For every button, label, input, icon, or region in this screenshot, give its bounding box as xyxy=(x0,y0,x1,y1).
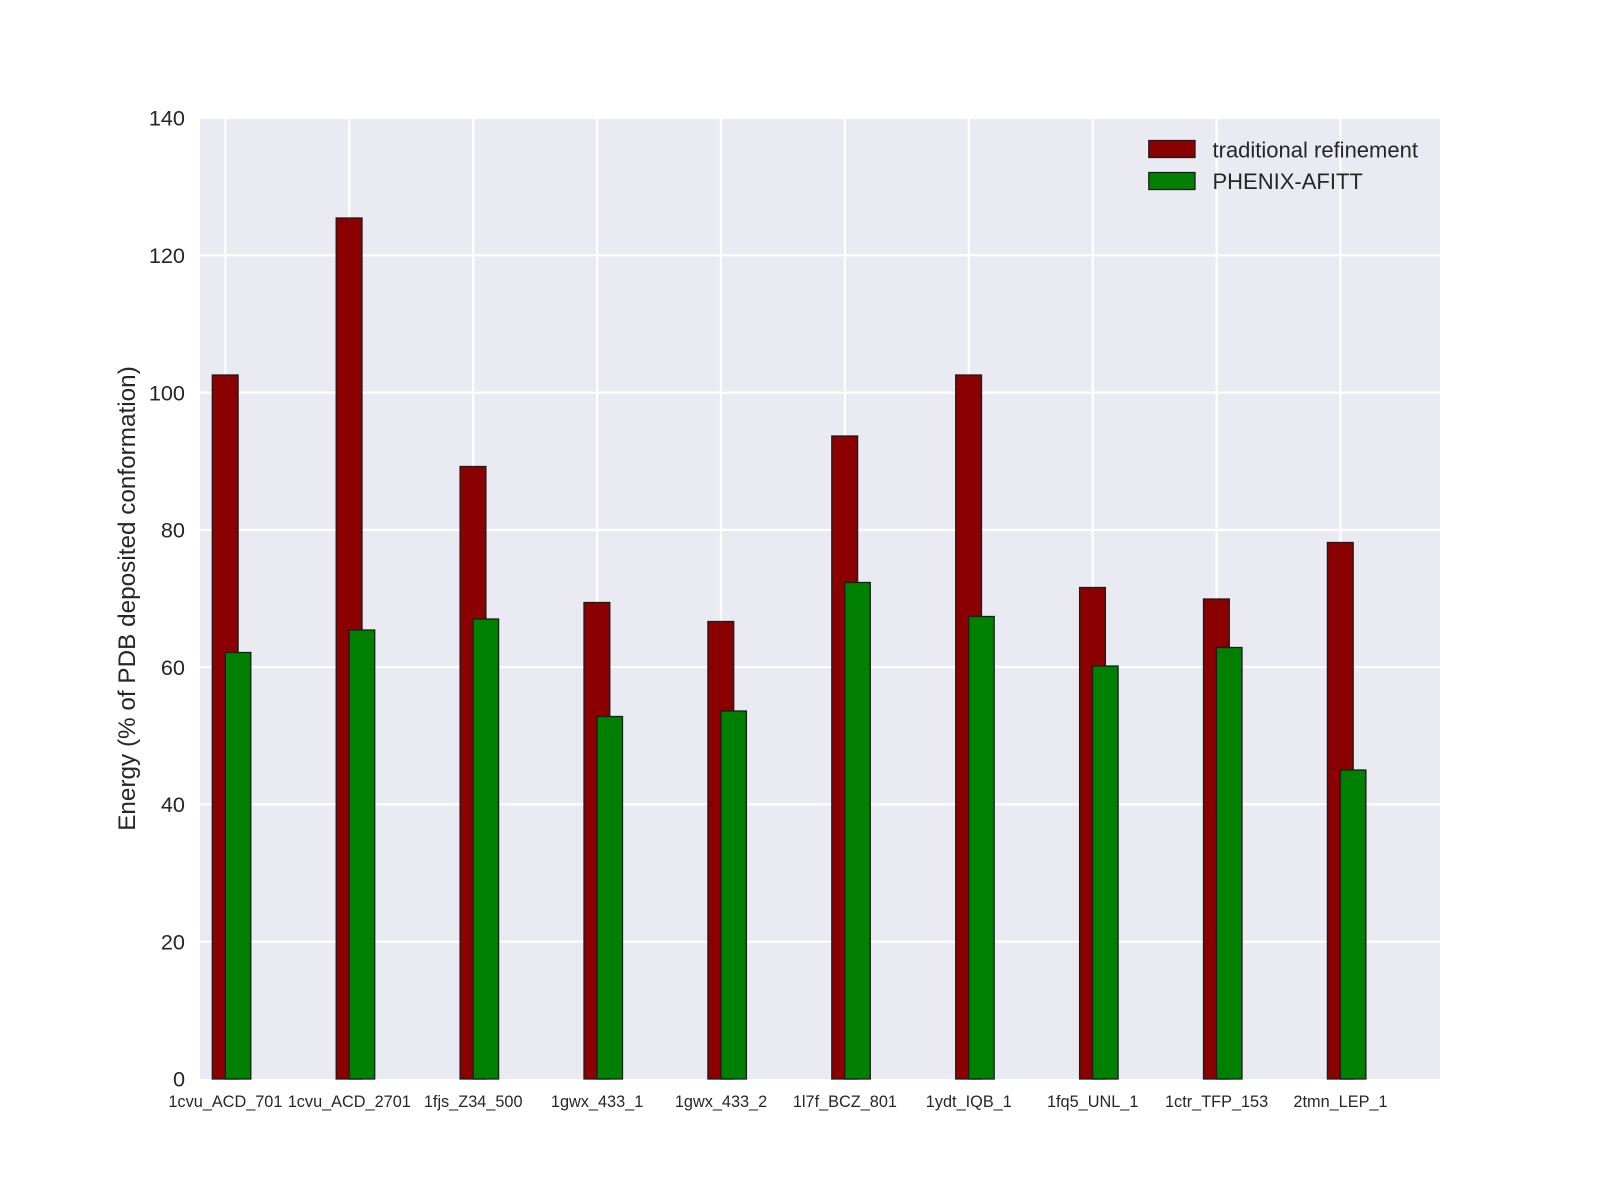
svg-text:Energy (% of PDB deposited con: Energy (% of PDB deposited conformation) xyxy=(114,366,141,831)
svg-text:1cvu_ACD_701: 1cvu_ACD_701 xyxy=(168,1093,282,1111)
svg-text:1fq5_UNL_1: 1fq5_UNL_1 xyxy=(1047,1093,1138,1111)
svg-text:100: 100 xyxy=(149,380,185,405)
svg-text:traditional refinement: traditional refinement xyxy=(1213,138,1418,163)
svg-text:1gwx_433_1: 1gwx_433_1 xyxy=(551,1093,643,1111)
svg-text:80: 80 xyxy=(161,518,185,543)
svg-text:1ctr_TFP_153: 1ctr_TFP_153 xyxy=(1165,1093,1268,1111)
svg-text:20: 20 xyxy=(161,929,185,954)
svg-text:0: 0 xyxy=(173,1067,185,1092)
svg-text:60: 60 xyxy=(161,655,185,680)
svg-text:PHENIX-AFITT: PHENIX-AFITT xyxy=(1213,169,1363,194)
svg-text:40: 40 xyxy=(161,792,185,817)
svg-text:120: 120 xyxy=(149,243,185,268)
svg-text:1cvu_ACD_2701: 1cvu_ACD_2701 xyxy=(288,1093,411,1111)
svg-text:1ydt_IQB_1: 1ydt_IQB_1 xyxy=(926,1093,1012,1111)
svg-text:1fjs_Z34_500: 1fjs_Z34_500 xyxy=(424,1093,523,1111)
svg-text:2tmn_LEP_1: 2tmn_LEP_1 xyxy=(1293,1093,1387,1111)
svg-text:1gwx_433_2: 1gwx_433_2 xyxy=(675,1093,767,1111)
svg-text:140: 140 xyxy=(149,106,185,131)
svg-text:1l7f_BCZ_801: 1l7f_BCZ_801 xyxy=(793,1093,897,1111)
